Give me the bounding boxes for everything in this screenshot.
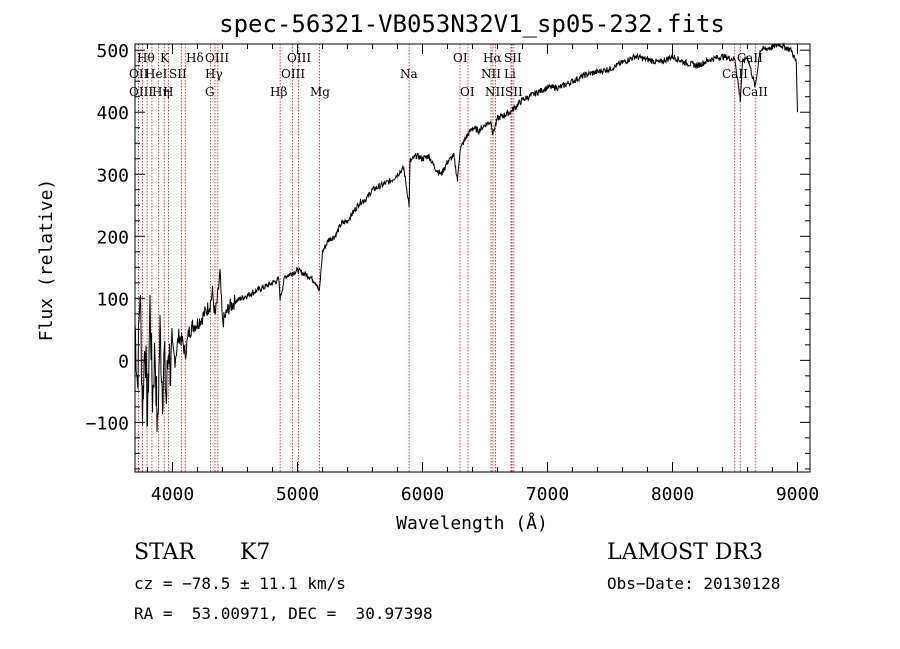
line-label-2-3: G bbox=[205, 85, 215, 99]
y-tick-label-1: 0 bbox=[118, 351, 129, 372]
x-tick-label-1: 5000 bbox=[276, 484, 319, 505]
line-label-2-8: SII bbox=[505, 85, 523, 99]
line-label-0-2: Hδ bbox=[186, 51, 204, 65]
x-tick-label-4: 8000 bbox=[651, 484, 694, 505]
y-tick-label-0: −100 bbox=[86, 413, 129, 434]
x-axis-ticks: 4000 5000 6000 7000 8000 9000 bbox=[147, 44, 819, 505]
line-label-0-6: Hα bbox=[483, 51, 502, 65]
line-label-2-6: OI bbox=[460, 85, 475, 99]
line-label-1-1: HeI bbox=[145, 67, 168, 81]
y-tick-label-2: 100 bbox=[96, 289, 129, 310]
spectrum-line bbox=[134, 42, 798, 433]
object-subclass: K7 bbox=[240, 540, 271, 565]
y-axis-ticks: −100 0 100 200 300 400 500 bbox=[86, 41, 810, 470]
chart-title: spec-56321-VB053N32V1_sp05-232.fits bbox=[219, 10, 725, 38]
line-label-1-6: NII bbox=[481, 67, 501, 81]
redshift-cz: cz = −78.5 ± 11.1 km/s bbox=[134, 574, 346, 593]
x-axis-label: Wavelength (Å) bbox=[396, 512, 548, 534]
line-label-1-2: SII bbox=[169, 67, 187, 81]
y-tick-label-3: 200 bbox=[96, 227, 129, 248]
y-tick-label-6: 500 bbox=[96, 41, 129, 62]
line-label-0-7: SII bbox=[504, 51, 522, 65]
x-tick-label-0: 4000 bbox=[151, 484, 194, 505]
object-class: STAR bbox=[134, 540, 195, 565]
line-label-0-0: Hθ bbox=[137, 51, 155, 65]
y-axis-label: Flux (relative) bbox=[36, 179, 57, 342]
obs-date: Obs−Date: 20130128 bbox=[607, 574, 781, 593]
line-label-1-4: OIII bbox=[281, 67, 305, 81]
line-label-1-3: Hγ bbox=[205, 67, 223, 81]
ra-dec: RA = 53.00971, DEC = 30.97398 bbox=[134, 604, 433, 623]
line-label-2-1: Hη bbox=[152, 85, 170, 99]
line-label-2-9: CaII bbox=[742, 85, 768, 99]
line-label-2-7: NII bbox=[485, 85, 505, 99]
line-label-0-4: OIII bbox=[287, 51, 311, 65]
line-label-1-5: Na bbox=[400, 67, 418, 81]
y-tick-label-5: 400 bbox=[96, 103, 129, 124]
survey-name: LAMOST DR3 bbox=[607, 540, 763, 565]
x-tick-label-2: 6000 bbox=[401, 484, 444, 505]
line-label-0-5: OI bbox=[453, 51, 468, 65]
x-tick-label-5: 9000 bbox=[776, 484, 819, 505]
line-label-2-0: OIII bbox=[129, 85, 153, 99]
line-label-0-1: K bbox=[160, 51, 170, 65]
spectral-line-markers bbox=[137, 44, 756, 472]
line-label-1-8: CaII bbox=[722, 67, 748, 81]
plot-frame bbox=[134, 43, 811, 473]
line-label-1-0: OII bbox=[129, 67, 149, 81]
line-label-1-7: Li bbox=[504, 67, 516, 81]
line-label-0-3: OIII bbox=[205, 51, 229, 65]
line-label-2-2: H bbox=[163, 85, 173, 99]
line-label-2-5: Mg bbox=[310, 85, 330, 99]
y-tick-label-4: 300 bbox=[96, 165, 129, 186]
line-label-2-4: Hβ bbox=[270, 85, 287, 99]
x-tick-label-3: 7000 bbox=[526, 484, 569, 505]
